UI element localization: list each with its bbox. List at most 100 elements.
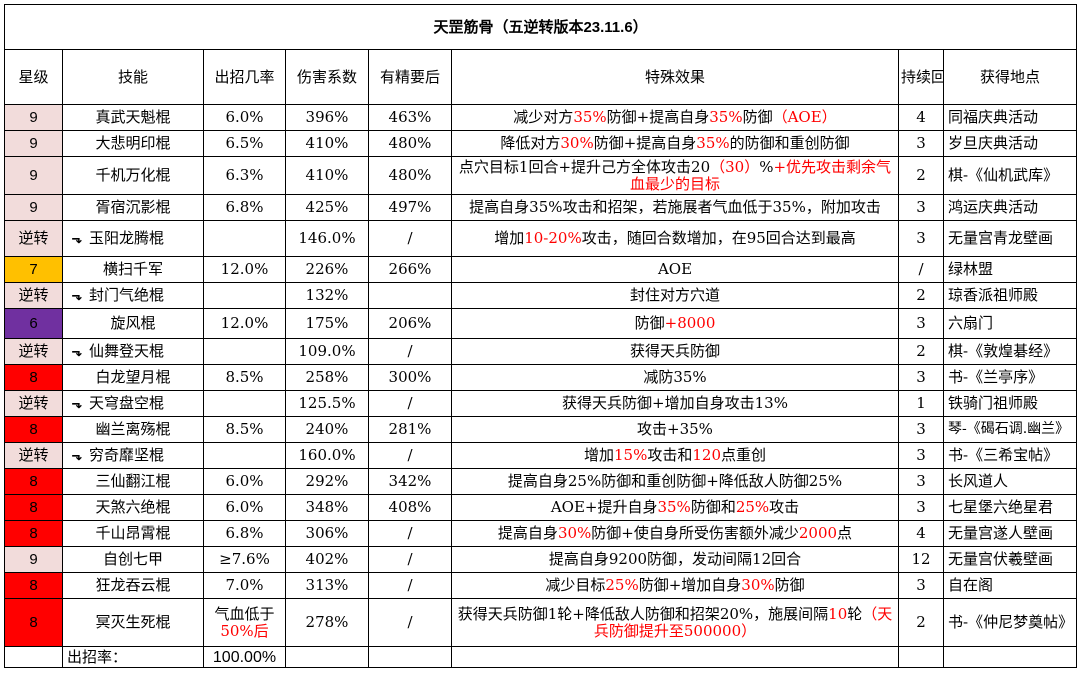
source-cell: 自在阁 <box>942 572 1078 599</box>
skill-cell: ⬎ 天穹盘空棍 <box>62 390 204 417</box>
refined-cell: 463% <box>368 104 452 131</box>
source-cell: 铁骑门祖师殿 <box>942 390 1078 417</box>
duration-cell: 1 <box>898 390 944 417</box>
rate-cell <box>203 338 286 365</box>
effect-text: 的防御和重创防御 <box>729 134 850 152</box>
refined-cell: 342% <box>368 468 452 495</box>
duration-cell: 3 <box>898 494 944 521</box>
table-row: 逆转 ⬎ 穷奇靡坚棍 160.0% / 增加15%攻击和120点重创 3 书-《三希宝帖》 <box>4 442 1078 469</box>
effect-cell: 封住对方穴道 <box>451 282 899 309</box>
effect-text: 增加 <box>583 446 614 464</box>
effect-text: （天兵防御提升至500000） <box>593 604 893 640</box>
duration-cell: 3 <box>898 572 944 599</box>
effect-text: 25% <box>735 498 770 516</box>
source-cell: 琼香派祖师殿 <box>942 282 1078 309</box>
skill-name: 封门气绝棍 <box>89 287 165 304</box>
skill-cell: 胥宿沉影棍 <box>62 194 204 221</box>
effect-text: 防御和 <box>690 498 736 516</box>
damage-cell: 240% <box>285 416 369 443</box>
table-row: 9 自创七甲 ≥7.6% 402% / 提高自身9200防御，发动间隔12回合 12 无量宫伏… <box>4 546 1078 573</box>
rate-cell: 8.5% <box>203 416 286 443</box>
skill-cell: 冥灭生死棍 <box>62 598 204 647</box>
effect-cell: 减防35% <box>451 364 899 391</box>
duration-cell: 3 <box>898 130 944 157</box>
table-row: 9 胥宿沉影棍 6.8% 425% 497% 提高自身35%攻击和招架，若施展者气血低于3… <box>4 194 1078 221</box>
effect-text: 10-20% <box>524 229 582 247</box>
star-cell: 9 <box>4 156 63 195</box>
table-row: 逆转 ⬎ 封门气绝棍 132% 封住对方穴道 2 琼香派祖师殿 <box>4 282 1078 309</box>
effect-cell: 防御+8000 <box>451 308 899 339</box>
source-cell: 长风道人 <box>942 468 1078 495</box>
star-cell: 9 <box>4 104 63 131</box>
rate-line2: 50%后 <box>220 621 269 640</box>
table-row: 8 千山昂霄棍 6.8% 306% / 提高自身30%防御+使自身所受伤害额外减少2000… <box>4 520 1078 547</box>
damage-cell: 410% <box>285 130 369 157</box>
source-cell: 书-《仲尼梦奠帖》 <box>942 598 1078 647</box>
table-row: 8 三仙翻江棍 6.0% 292% 342% 提高自身25%防御和重创防御+降低敌人防御2… <box>4 468 1078 495</box>
duration-cell: 3 <box>898 194 944 221</box>
sub-skill-arrow-icon: ⬎ <box>71 396 83 411</box>
damage-cell: 258% <box>285 364 369 391</box>
effect-text: 获得天兵防御+增加自身攻击13% <box>562 394 788 412</box>
effect-text: 减少目标 <box>545 576 606 594</box>
effect-text: 获得天兵防御 <box>629 342 720 360</box>
effect-cell: 提高自身30%防御+使自身所受伤害额外减少2000点 <box>451 520 899 547</box>
effect-text: 35% <box>657 498 691 516</box>
star-cell: 8 <box>4 416 63 443</box>
effect-text: （30） <box>710 157 760 176</box>
effect-text: 35% <box>696 134 730 152</box>
effect-cell: 提高自身9200防御，发动间隔12回合 <box>451 546 899 573</box>
duration-cell: 3 <box>898 416 944 443</box>
star-cell: 7 <box>4 256 63 283</box>
table-row: 8 狂龙吞云棍 7.0% 313% / 减少目标25%防御+增加自身30%防御 3 自在阁 <box>4 572 1078 599</box>
effect-text: 防御+提高自身 <box>606 108 710 126</box>
skill-cell: 自创七甲 <box>62 546 204 573</box>
effect-cell: 减少对方35%防御+提高自身35%防御（AOE） <box>451 104 899 131</box>
effect-cell: 增加10-20%攻击，随回合数增加，在95回合达到最高 <box>451 220 899 257</box>
rate-cell: 12.0% <box>203 256 286 283</box>
damage-cell: 226% <box>285 256 369 283</box>
rate-cell: 6.0% <box>203 104 286 131</box>
damage-cell: 132% <box>285 282 369 309</box>
damage-cell: 306% <box>285 520 369 547</box>
refined-cell: 480% <box>368 156 452 195</box>
star-cell: 9 <box>4 194 63 221</box>
footer-row: 出招率： 100.00% <box>4 646 1078 668</box>
effect-text: 降低对方 <box>500 134 561 152</box>
effect-text: 点 <box>837 524 853 542</box>
star-cell: 逆转 <box>4 390 63 417</box>
skill-cell: 狂龙吞云棍 <box>62 572 204 599</box>
star-cell: 8 <box>4 468 63 495</box>
skill-cell: 横扫千军 <box>62 256 204 283</box>
effect-text: 2000 <box>798 524 838 542</box>
rate-cell: 12.0% <box>203 308 286 339</box>
effect-text: 提高自身9200防御，发动间隔12回合 <box>548 550 802 568</box>
source-cell: 鸿运庆典活动 <box>942 194 1078 221</box>
refined-cell <box>368 282 452 309</box>
source-cell: 岁旦庆典活动 <box>942 130 1078 157</box>
skill-cell: 真武天魁棍 <box>62 104 204 131</box>
duration-cell: 2 <box>898 338 944 365</box>
effect-text: （AOE） <box>772 108 837 126</box>
effect-cell: 获得天兵防御1轮+降低敌人防御和招架20%，施展间隔10轮（天兵防御提升至500… <box>451 598 899 647</box>
table-row: 6 旋风棍 12.0% 175% 206% 防御+8000 3 六扇门 <box>4 308 1078 339</box>
effect-text: 15% <box>614 446 648 464</box>
effect-text: 10 <box>828 604 848 623</box>
table-row: 逆转 ⬎ 玉阳龙腾棍 146.0% / 增加10-20%攻击，随回合数增加，在95回合达到… <box>4 220 1078 257</box>
table-row: 9 千机万化棍 6.3% 410% 480% 点穴目标1回合+提升己方全体攻击20（30）… <box>4 156 1078 195</box>
source-cell: 无量宫遂人壁画 <box>942 520 1078 547</box>
damage-cell: 292% <box>285 468 369 495</box>
skill-cell: 白龙望月棍 <box>62 364 204 391</box>
source-cell: 七星堡六绝星君 <box>942 494 1078 521</box>
table-row: 8 白龙望月棍 8.5% 258% 300% 减防35% 3 书-《兰亭序》 <box>4 364 1078 391</box>
table-row: 8 幽兰离殇棍 8.5% 240% 281% 攻击+35% 3 琴-《碣石调.幽兰》 <box>4 416 1078 443</box>
effect-text: % <box>759 157 774 176</box>
source-cell: 书-《三希宝帖》 <box>942 442 1078 469</box>
effect-text: 点穴目标1回合+提升己方全体攻击20 <box>458 157 711 176</box>
rate-cell: 气血低于 50%后 <box>203 598 286 647</box>
refined-cell: 497% <box>368 194 452 221</box>
skill-cell: 幽兰离殇棍 <box>62 416 204 443</box>
effect-text: 封住对方穴道 <box>629 286 720 304</box>
rate-cell: 6.3% <box>203 156 286 195</box>
header-star: 星级 <box>4 49 63 105</box>
